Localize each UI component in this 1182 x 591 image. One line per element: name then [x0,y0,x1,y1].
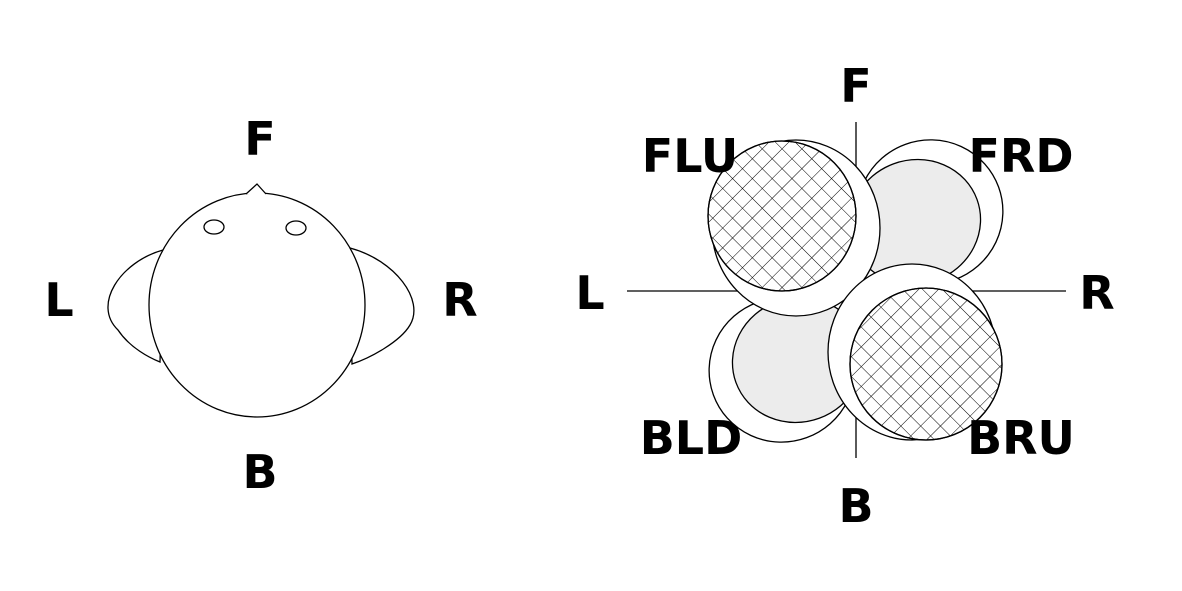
axis-label-right: R [1079,266,1114,320]
lobe-flu [707,139,881,317]
lobe-diagram: F B L R FLU FRD BLD BRU [575,59,1114,533]
axis-label-left: L [575,266,604,320]
right-ear [349,247,415,365]
axis-label-front: F [840,59,871,113]
label-left: L [44,273,73,327]
label-back: B [242,445,277,499]
label-right: R [442,273,477,327]
right-eye [285,220,307,236]
lobe-bru-hatch [849,287,1003,441]
left-eye [203,219,225,235]
head-outline [148,192,366,418]
region-label-bru: BRU [967,411,1075,465]
left-ear [107,249,164,363]
region-label-frd: FRD [968,129,1073,183]
label-front: F [244,112,275,166]
nose-icon [245,183,267,195]
lobe-bru [827,263,1003,441]
axis-label-back: B [838,479,873,533]
region-label-bld: BLD [640,411,743,465]
region-label-flu: FLU [642,129,738,183]
head-top-view: F B L R [44,112,477,499]
lobe-flu-hatch [707,140,857,292]
